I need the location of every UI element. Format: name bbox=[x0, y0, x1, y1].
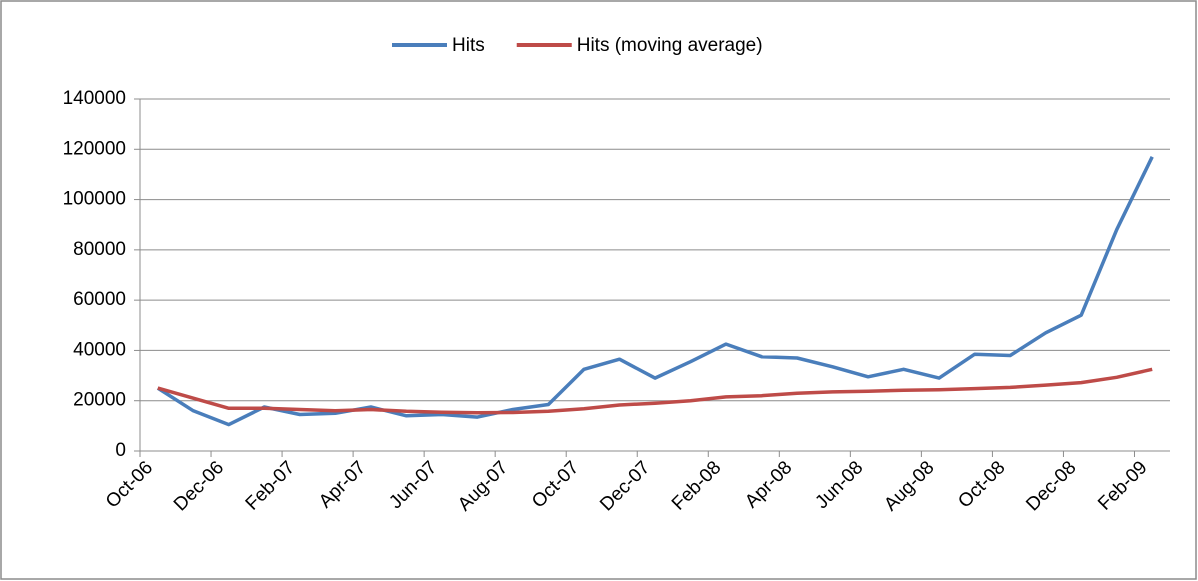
y-tick-label: 20000 bbox=[73, 390, 126, 411]
y-tick-label: 80000 bbox=[73, 239, 126, 260]
y-tick-label: 140000 bbox=[63, 88, 126, 109]
legend-label: Hits bbox=[452, 35, 485, 56]
series-line bbox=[157, 367, 1153, 415]
y-tick-label: 60000 bbox=[73, 289, 126, 310]
y-tick-label: 0 bbox=[115, 440, 126, 461]
y-tick-label: 120000 bbox=[63, 138, 126, 159]
legend-label: Hits (moving average) bbox=[577, 35, 763, 56]
y-tick-label: 40000 bbox=[73, 339, 126, 360]
series-line bbox=[156, 156, 1154, 427]
y-tick-label: 100000 bbox=[63, 189, 126, 210]
